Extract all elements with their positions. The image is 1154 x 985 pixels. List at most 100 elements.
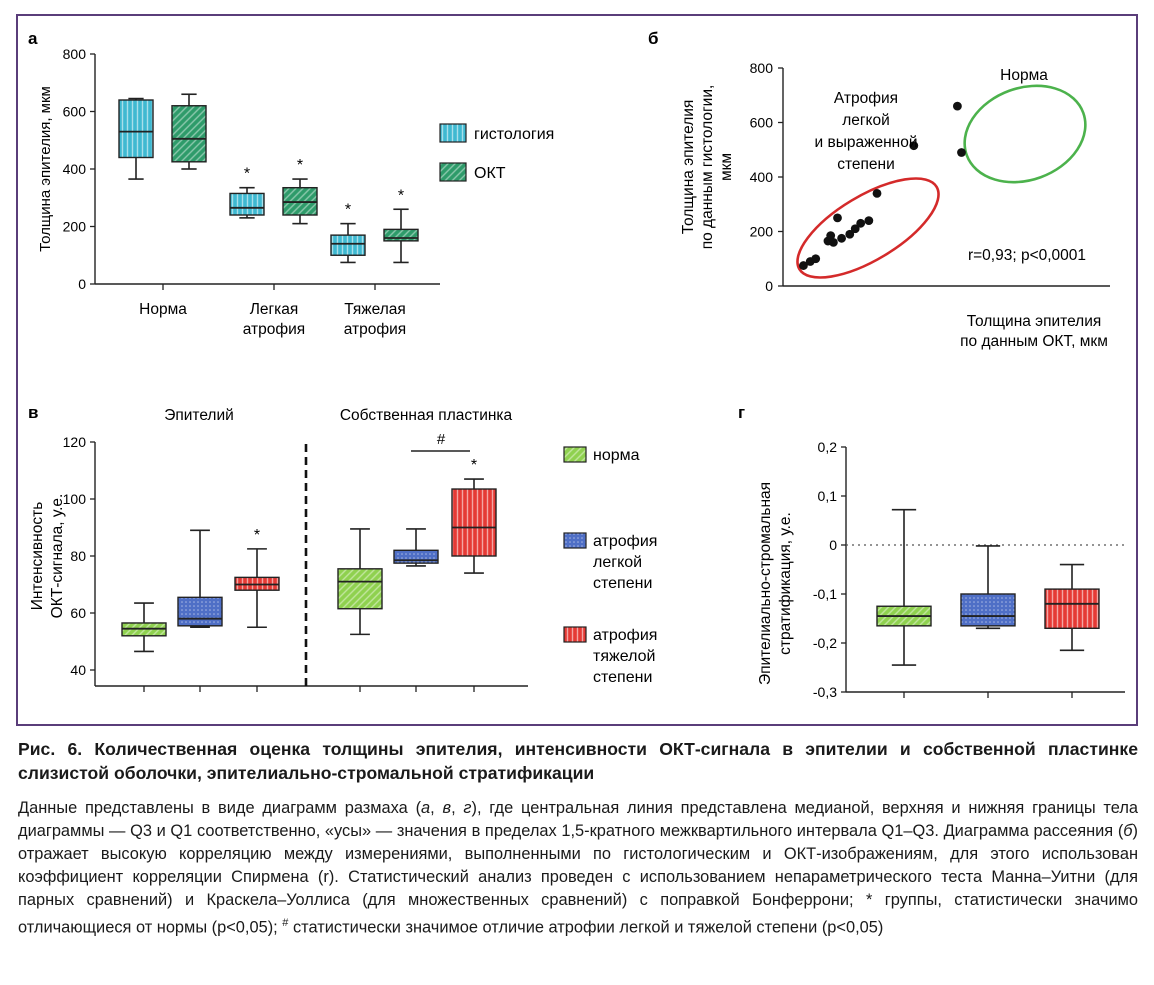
caption-part: Данные представлены в виде диаграмм разм… xyxy=(18,799,422,817)
panel-v-y-tick-label: 60 xyxy=(70,605,86,621)
panel-v-legend-label: степени xyxy=(593,669,652,686)
panel-b-y-tick-label: 200 xyxy=(750,224,774,240)
panel-v-box-5-box-outline xyxy=(451,488,497,557)
caption-part: статистически значимое отличие атрофии л… xyxy=(288,918,884,937)
caption-part: ) отражает высокую корреляцию между изме… xyxy=(18,822,1138,937)
panel-b-scatter-point xyxy=(799,261,808,270)
panel-v-y-axis-label-line: ОКТ-сигнала, у.е. xyxy=(49,494,66,619)
panel-a-legend-label: ОКТ xyxy=(474,165,506,182)
panel-a-y-tick-label: 200 xyxy=(63,219,87,235)
panel-g-y-tick-label: -0,2 xyxy=(813,635,837,651)
caption-sep: , xyxy=(430,799,443,817)
panel-v-box-4-box-outline xyxy=(393,549,439,564)
caption-italic-g: г xyxy=(463,799,472,817)
panel-g-y-tick-label: -0,1 xyxy=(813,586,837,602)
panel-a-category-label: Легкая xyxy=(250,301,299,318)
panel-g-box-2-box-outline xyxy=(1044,588,1100,629)
panel-b-norm-label: Норма xyxy=(1000,67,1048,84)
panel-v-box-2-significance-mark: * xyxy=(254,527,260,544)
figure-caption-text: Данные представлены в виде диаграмм разм… xyxy=(18,797,1138,939)
panel-a-box-1-2-box-outline xyxy=(383,228,419,242)
panel-label-v: в xyxy=(28,403,38,422)
panel-v-legend-label: норма xyxy=(593,447,640,464)
panel-a-category-label: атрофия xyxy=(344,321,406,338)
panel-b-atrophy-label: легкой xyxy=(842,112,890,129)
panel-b-atrophy-label: и выраженной xyxy=(815,134,918,151)
panel-b-y-axis-label-line: Толщина эпителия xyxy=(680,100,697,235)
caption-sep: , xyxy=(451,799,464,817)
panel-a-y-tick-label: 400 xyxy=(63,161,87,177)
panel-b-scatter-point xyxy=(909,141,919,151)
panel-b-y-tick-label: 600 xyxy=(750,115,774,131)
panel-label-b: б xyxy=(648,29,659,48)
panel-b-scatter-point xyxy=(957,148,966,157)
panel-b-y-axis-label-line: мкм xyxy=(718,153,735,181)
panel-v-y-tick-label: 100 xyxy=(63,491,87,507)
panel-a-box-0-2-box-outline xyxy=(330,234,366,256)
panel-a-legend-swatch-outline xyxy=(439,162,467,182)
panel-v-legend-label: атрофия xyxy=(593,627,657,644)
panel-b-correlation-annotation: r=0,93; p<0,0001 xyxy=(968,247,1086,264)
panel-a-box-1-1-significance-mark: * xyxy=(297,157,303,174)
panel-b-scatter-point xyxy=(953,101,962,111)
panel-g-box-1-box-outline xyxy=(960,593,1016,627)
panel-g-y-tick-label: 0,1 xyxy=(818,488,838,504)
panel-b-scatter-point xyxy=(826,231,836,240)
panel-b-y-axis-label: Толщина эпителия по данным гистологии, мкм xyxy=(680,85,735,250)
panel-v-bracket-label: # xyxy=(437,431,446,448)
panel-b-scatter-point xyxy=(845,229,855,239)
panel-b-atrophy-label: Атрофия xyxy=(834,90,898,107)
panel-label-g: г xyxy=(738,403,745,422)
panel-b-scatter-point xyxy=(837,233,846,243)
panel-label-a: а xyxy=(28,29,38,48)
panel-g-y-tick-label: -0,3 xyxy=(813,684,837,700)
panel-a-y-tick-label: 0 xyxy=(78,276,86,292)
panel-v-legend-label: тяжелой xyxy=(593,648,655,665)
panel-v-box-3-box-outline xyxy=(337,568,383,610)
panel-b-scatter-point xyxy=(856,218,866,228)
panel-b-y-tick-label: 400 xyxy=(750,169,774,185)
panel-b-correlation-scatter: 0 200 400 600 800 Толщина эпителия по данным г… xyxy=(680,60,1110,350)
panel-b-scatter-point xyxy=(864,216,874,226)
panel-g-y-tick-label: 0 xyxy=(829,537,837,553)
panel-a-box-1-2-significance-mark: * xyxy=(398,187,404,204)
panel-g-y-tick-label: 0,2 xyxy=(818,439,838,455)
panel-a-y-tick-label: 600 xyxy=(63,104,87,120)
caption-italic-b: б xyxy=(1123,822,1133,840)
panel-b-atrophy-ellipse xyxy=(796,177,940,279)
panel-b-y-tick-label: 0 xyxy=(765,278,773,294)
panel-a-category-label: Норма xyxy=(139,301,187,318)
panel-g-y-axis-label-line: Эпителиально-стромальная xyxy=(757,482,774,685)
panel-v-legend-swatch-outline xyxy=(563,446,587,463)
panel-g-y-axis-label: Эпителиально-стромальная стратификация, у… xyxy=(757,482,794,685)
panel-b-x-axis-label-line: по данным ОКТ, мкм xyxy=(960,333,1108,350)
panel-b-scatter-point xyxy=(850,224,860,234)
panel-a-category-label: Тяжелая xyxy=(344,301,406,318)
panel-b-x-axis-label-line: Толщина эпителия xyxy=(967,313,1102,330)
panel-b-scatter-point xyxy=(829,238,838,247)
panel-v-legend-swatch-outline xyxy=(563,626,587,643)
panel-v-y-axis-label-line: Интенсивность xyxy=(29,502,46,611)
figure-frame xyxy=(16,14,1138,726)
panel-a-thickness-boxplot: 0 200 400 600 800 Толщина эпителия, мкм * * * * Но… xyxy=(37,46,554,338)
panel-b-y-tick-label: 800 xyxy=(750,60,774,76)
panel-a-box-0-1-significance-mark: * xyxy=(244,166,250,183)
panel-a-legend-swatch-outline xyxy=(439,123,467,143)
figure-caption-title: Рис. 6. Количественная оценка толщины эп… xyxy=(18,739,1138,783)
panel-a-y-tick-label: 800 xyxy=(63,46,87,62)
panel-v-y-tick-label: 40 xyxy=(70,662,86,678)
panel-a-box-0-2-significance-mark: * xyxy=(345,202,351,219)
panel-v-legend-swatch-outline xyxy=(563,532,587,549)
panel-v-group-label: Эпителий xyxy=(164,407,234,424)
panel-v-y-tick-label: 80 xyxy=(70,548,86,564)
panel-v-legend-label: легкой xyxy=(593,554,642,571)
panel-b-scatter-point xyxy=(872,188,882,198)
panel-a-y-axis-label: Толщина эпителия, мкм xyxy=(37,86,54,252)
panel-v-box-5-significance-mark: * xyxy=(471,457,477,474)
panel-v-legend-label: атрофия xyxy=(593,533,657,550)
panel-v-legend-label: степени xyxy=(593,575,652,592)
caption-italic-v: в xyxy=(442,799,452,817)
caption-part: ), где центральная линия представлена ме… xyxy=(18,799,1139,840)
panel-v-box-1-box-outline xyxy=(177,596,223,627)
